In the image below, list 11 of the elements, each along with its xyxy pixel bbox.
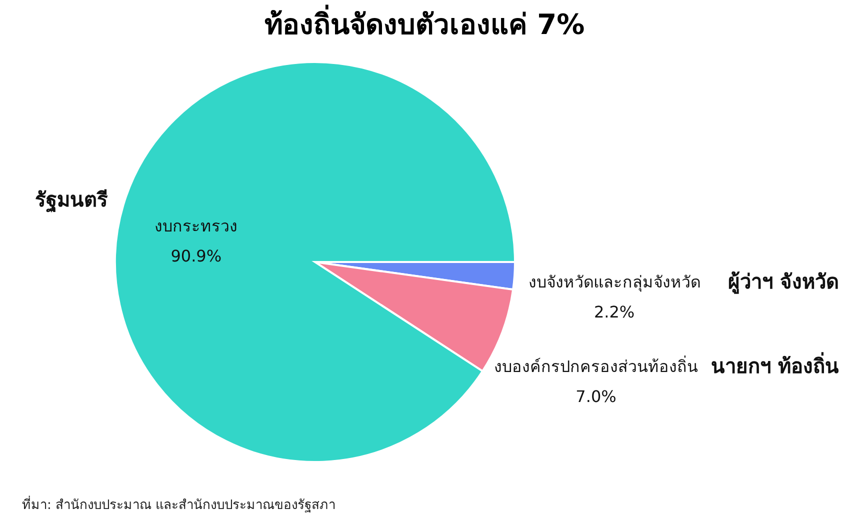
data-label: 2.2% (594, 302, 635, 322)
slice-label: งบองค์กรปกครองส่วนท้องถิ่น (494, 355, 698, 376)
slice-label: งบกระทรวง (154, 216, 238, 236)
text: ที่มา: สำนักงบประมาณ และสำนักงบประมาณของรัฐสภา (22, 496, 336, 513)
data-label: 7.0% (576, 387, 616, 406)
chart-title: ท้องถิ่นจัดงบตัวเองแค่ 7% (264, 4, 585, 41)
text: นายกฯ ท้องถิ่น (711, 351, 839, 378)
data-label: 90.9% (170, 246, 222, 266)
slice-label: งบจังหวัดและกลุ่มจังหวัด (528, 272, 700, 293)
text: ผู้ว่าฯ จังหวัด (728, 270, 839, 296)
text: รัฐมนตรี (34, 187, 108, 214)
